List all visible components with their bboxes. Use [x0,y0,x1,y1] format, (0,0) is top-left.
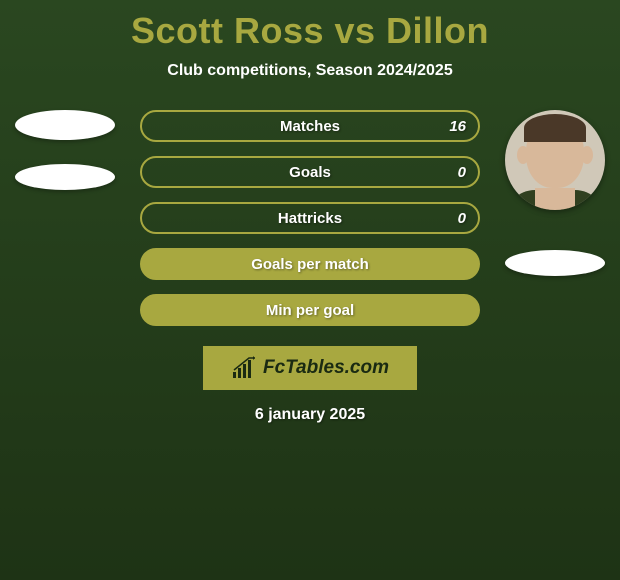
stat-row-min-per-goal: Min per goal [140,294,480,326]
chart-icon [231,356,259,380]
stat-value-right: 0 [458,210,466,227]
avatar-placeholder-2 [15,164,115,190]
stat-value-right: 0 [458,164,466,181]
logo-box: FcTables.com [203,346,417,390]
player-right [500,110,610,276]
stat-row-goals: Goals 0 [140,156,480,188]
date-label: 6 january 2025 [0,406,620,424]
stat-label: Goals [289,164,331,181]
stat-value-right: 16 [449,118,466,135]
avatar-placeholder-3 [505,250,605,276]
subtitle: Club competitions, Season 2024/2025 [0,62,620,80]
stat-row-matches: Matches 16 [140,110,480,142]
stat-label: Hattricks [278,210,342,227]
stat-label: Min per goal [266,302,354,319]
stats-list: Matches 16 Goals 0 Hattricks 0 Goals per… [140,110,480,326]
avatar-placeholder-1 [15,110,115,140]
page-title: Scott Ross vs Dillon [0,0,620,52]
stat-row-goals-per-match: Goals per match [140,248,480,280]
stat-label: Matches [280,118,340,135]
stat-row-hattricks: Hattricks 0 [140,202,480,234]
player-left [10,110,120,190]
stat-label: Goals per match [251,256,369,273]
comparison-content: Matches 16 Goals 0 Hattricks 0 Goals per… [0,110,620,424]
logo-text: FcTables.com [263,357,389,379]
player-avatar [505,110,605,210]
